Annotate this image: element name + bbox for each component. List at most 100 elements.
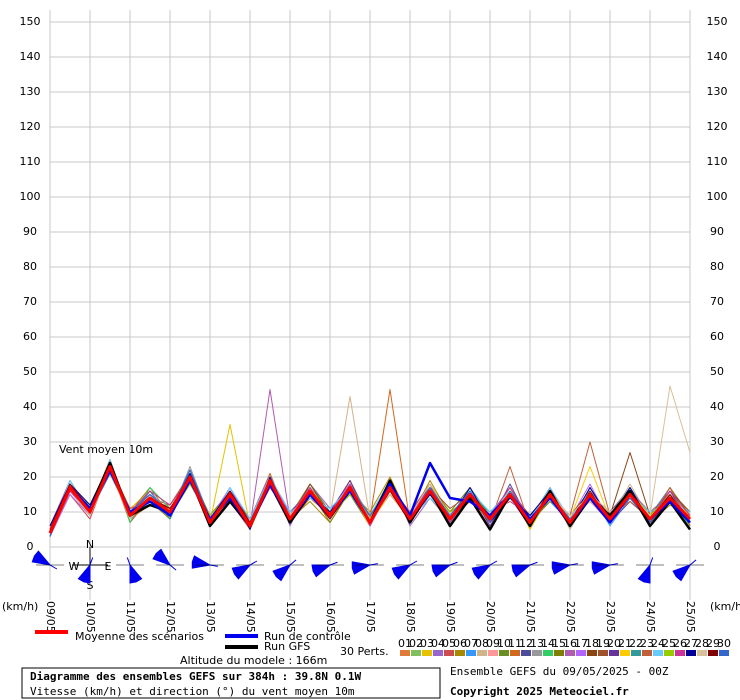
legend-label: 22 xyxy=(629,637,643,650)
legend-label: 08 xyxy=(475,637,489,650)
wind-direction xyxy=(471,560,498,580)
legend-label: 13 xyxy=(530,637,544,650)
legend-swatch xyxy=(422,650,432,656)
y-tick-label: 60 xyxy=(23,330,37,343)
wind-direction xyxy=(391,560,418,580)
compass-label: E xyxy=(105,560,112,573)
x-tick-label: 25/05 xyxy=(684,601,697,633)
x-tick-label: 23/05 xyxy=(604,601,617,633)
legend-label: 10 xyxy=(497,637,511,650)
legend-label: Run GFS xyxy=(264,640,310,653)
x-tick-label: 21/05 xyxy=(524,601,537,633)
legend-swatch xyxy=(653,650,663,656)
wind-direction xyxy=(31,550,58,570)
compass-label: S xyxy=(87,579,94,592)
wind-direction xyxy=(431,561,458,578)
x-tick-label: 16/05 xyxy=(324,601,337,633)
legend-label: 25 xyxy=(662,637,676,650)
legend-swatch xyxy=(411,650,421,656)
wind-direction xyxy=(591,561,618,575)
x-tick-label: 12/05 xyxy=(164,601,177,633)
info-box xyxy=(21,667,441,699)
legend-swatch xyxy=(642,650,652,656)
legend-label: 02 xyxy=(409,637,423,650)
altitude: Altitude du modele : 166m xyxy=(180,654,327,667)
y-tick-label: 30 xyxy=(23,435,37,448)
y-tick-label: 10 xyxy=(710,505,724,518)
y-tick-label: 0 xyxy=(714,540,721,553)
y-tick-label: 130 xyxy=(20,85,41,98)
y-tick-label: 50 xyxy=(23,365,37,378)
legend-swatch xyxy=(543,650,553,656)
legend-label: 05 xyxy=(442,637,456,650)
legend-swatch xyxy=(521,650,531,656)
y-unit: (km/h) xyxy=(2,600,38,613)
legend-label: 26 xyxy=(673,637,687,650)
y-tick-label: 120 xyxy=(707,120,728,133)
legend-swatch xyxy=(719,650,729,656)
legend-label: 27 xyxy=(684,637,698,650)
legend-swatch xyxy=(510,650,520,656)
wind-direction xyxy=(152,548,177,571)
legend-swatch xyxy=(477,650,487,656)
legend-label: 14 xyxy=(541,637,555,650)
legend-label: 17 xyxy=(574,637,588,650)
legend-label: Run de contrôle xyxy=(264,630,351,643)
legend-label: 12 xyxy=(519,637,533,650)
y-tick-label: 40 xyxy=(710,400,724,413)
y-tick-label: 40 xyxy=(23,400,37,413)
y-tick-label: 150 xyxy=(707,15,728,28)
wind-direction xyxy=(231,560,258,580)
wind-direction xyxy=(191,555,218,569)
legend-swatch xyxy=(620,650,630,656)
legend-swatch xyxy=(565,650,575,656)
y-tick-label: 100 xyxy=(20,190,41,203)
annotation: Vent moyen 10m xyxy=(59,443,153,456)
y-tick-label: 0 xyxy=(27,540,34,553)
wind-direction xyxy=(77,557,94,584)
x-tick-label: 22/05 xyxy=(564,601,577,633)
x-tick-label: 24/05 xyxy=(644,601,657,633)
x-tick-label: 13/05 xyxy=(204,601,217,633)
y-tick-label: 10 xyxy=(23,505,37,518)
y-tick-label: 120 xyxy=(20,120,41,133)
wind-direction xyxy=(272,559,297,582)
legend-label: 23 xyxy=(640,637,654,650)
x-tick-label: 11/05 xyxy=(124,601,137,633)
legend-swatch xyxy=(675,650,685,656)
x-tick-label: 18/05 xyxy=(404,601,417,633)
y-tick-label: 80 xyxy=(23,260,37,273)
wind-direction xyxy=(311,561,338,578)
legend-label: Moyenne des scénarios xyxy=(75,630,204,643)
y-tick-label: 50 xyxy=(710,365,724,378)
legend-label: 06 xyxy=(453,637,467,650)
y-tick-label: 110 xyxy=(707,155,728,168)
y-tick-label: 90 xyxy=(710,225,724,238)
legend-swatch xyxy=(686,650,696,656)
legend-label: 20 xyxy=(607,637,621,650)
legend-label: 21 xyxy=(618,637,632,650)
legend-swatch xyxy=(532,650,542,656)
legend-label: 19 xyxy=(596,637,610,650)
run-info: Ensemble GEFS du 09/05/2025 - 00Z xyxy=(450,665,669,678)
x-tick-label: 20/05 xyxy=(484,601,497,633)
legend-swatch xyxy=(433,650,443,656)
legend-swatch xyxy=(587,650,597,656)
wind-direction xyxy=(551,561,578,575)
legend-swatch xyxy=(708,650,718,656)
x-tick-label: 14/05 xyxy=(244,601,257,633)
y-tick-label: 90 xyxy=(23,225,37,238)
legend-label: 01 xyxy=(398,637,412,650)
perts-label: 30 Perts. xyxy=(340,645,389,658)
legend-label: 24 xyxy=(651,637,665,650)
legend-swatch xyxy=(598,650,608,656)
compass-label: W xyxy=(69,560,80,573)
y-tick-label: 20 xyxy=(710,470,724,483)
wind-direction xyxy=(351,561,378,575)
wind-direction xyxy=(511,561,538,578)
info-subtitle: Vitesse (km/h) et direction (°) du vent … xyxy=(30,685,355,698)
legend-swatch xyxy=(697,650,707,656)
wind-direction xyxy=(672,559,697,582)
x-tick-label: 09/05 xyxy=(44,601,57,633)
legend-label: 04 xyxy=(431,637,445,650)
